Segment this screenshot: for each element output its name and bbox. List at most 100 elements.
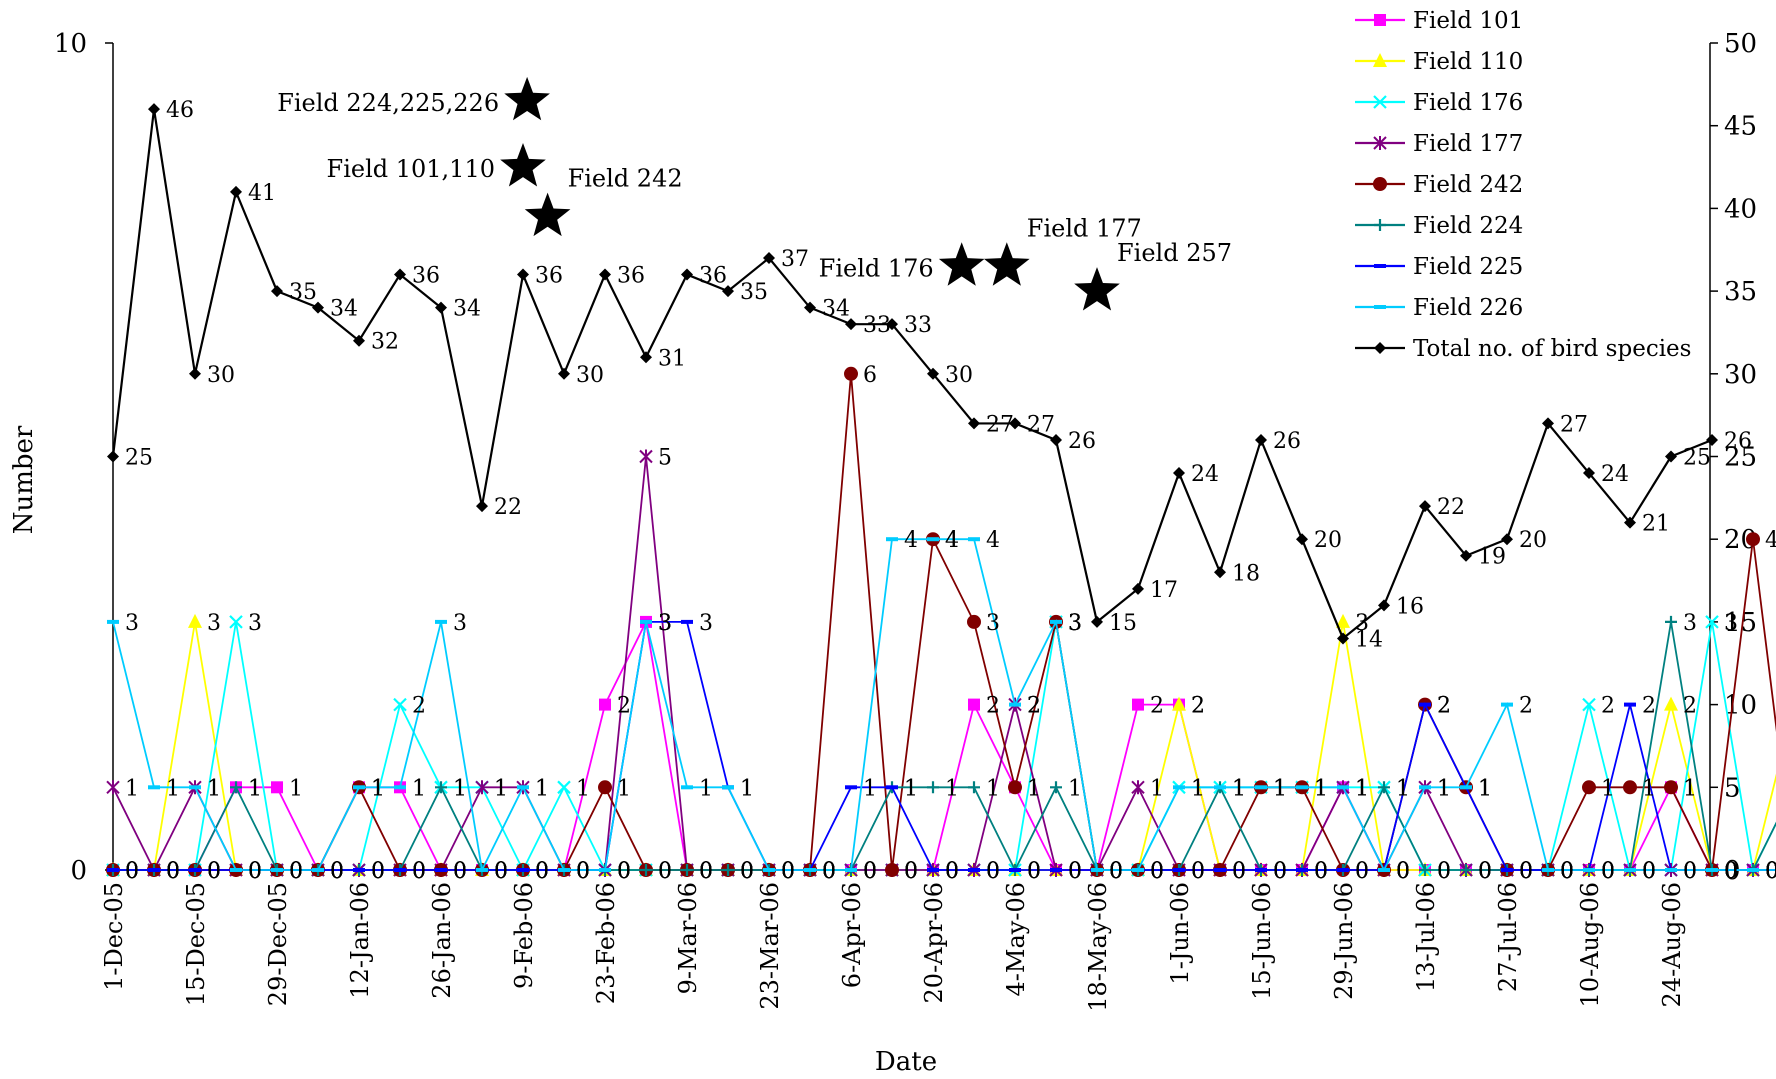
marker <box>1501 533 1513 546</box>
data-label: 0 <box>945 859 959 884</box>
data-label: 1 <box>1683 776 1697 801</box>
data-label: 0 <box>576 859 590 884</box>
data-label: 0 <box>1027 859 1041 884</box>
data-label: 2 <box>1191 694 1205 719</box>
series-field-242 <box>106 366 1776 877</box>
data-label: 1 <box>371 776 385 801</box>
data-label: 0 <box>535 859 549 884</box>
data-label: 1 <box>740 776 754 801</box>
data-label: 0 <box>166 859 180 884</box>
data-label: 1 <box>1396 776 1410 801</box>
marker <box>230 185 242 198</box>
data-label: 0 <box>617 859 631 884</box>
x-tick-label: 29-Dec-05 <box>264 882 292 1006</box>
data-label: 1 <box>740 776 754 801</box>
data-label: 0 <box>125 859 139 884</box>
data-label: 0 <box>576 859 590 884</box>
data-label: 1 <box>1437 776 1451 801</box>
marker <box>1378 868 1390 872</box>
data-label: 0 <box>1232 859 1246 884</box>
data-label: 2 <box>1027 694 1041 719</box>
data-label: 3 <box>1683 611 1697 636</box>
data-label: 0 <box>166 859 180 884</box>
data-label: 0 <box>740 859 754 884</box>
marker <box>640 619 652 624</box>
data-label: 0 <box>289 859 303 884</box>
data-label: 0 <box>248 859 262 884</box>
data-label: 0 <box>207 859 221 884</box>
marker <box>476 500 488 513</box>
data-label: 3 <box>1355 611 1369 636</box>
legend-item: Total no. of bird species <box>1355 336 1691 362</box>
series-field-226 <box>107 537 1776 873</box>
data-label: 1 <box>1601 776 1615 801</box>
marker <box>1378 781 1390 794</box>
data-label: 0 <box>1724 859 1738 884</box>
data-label: 0 <box>1519 859 1533 884</box>
data-label: 0 <box>1273 859 1287 884</box>
data-label: 1 <box>1478 776 1492 801</box>
data-label: 0 <box>986 859 1000 884</box>
data-label: 0 <box>986 859 1000 884</box>
marker <box>517 785 529 790</box>
marker <box>681 268 693 281</box>
marker <box>1173 785 1185 790</box>
marker <box>845 785 857 790</box>
data-label: 0 <box>1355 859 1369 884</box>
marker <box>1705 615 1719 629</box>
marker <box>599 868 611 872</box>
data-label: 1 <box>945 776 959 801</box>
data-label: 0 <box>1232 859 1246 884</box>
data-label: 0 <box>453 859 467 884</box>
data-label: 0 <box>1068 859 1082 884</box>
marker <box>968 417 980 430</box>
x-tick-label: 27-Jul-06 <box>1494 882 1522 992</box>
data-label: 0 <box>740 859 754 884</box>
data-label: 1 <box>617 776 631 801</box>
marker <box>1624 702 1636 707</box>
marker <box>968 698 980 711</box>
data-label: 3 <box>207 611 221 636</box>
star-marker <box>983 242 1030 286</box>
marker <box>393 697 407 712</box>
annotations: Field 224,225,226 Field 101,110 Field 242 F… <box>277 76 1232 311</box>
data-label: 0 <box>1109 859 1123 884</box>
marker <box>681 864 693 876</box>
data-label: 0 <box>1068 859 1082 884</box>
marker <box>557 780 571 795</box>
data-label: 0 <box>289 859 303 884</box>
data-label: 0 <box>1724 859 1738 884</box>
data-label: 0 <box>863 859 877 884</box>
marker <box>1746 532 1760 547</box>
series-field-177 <box>106 449 1776 877</box>
marker <box>107 868 119 872</box>
data-label: 0 <box>535 859 549 884</box>
data-label: 0 <box>1683 859 1697 884</box>
data-label: 1 <box>1191 776 1205 801</box>
data-label: 0 <box>1560 859 1574 884</box>
data-label: 0 <box>166 859 180 884</box>
marker <box>886 785 898 790</box>
data-label: 0 <box>1150 859 1164 884</box>
data-label: 0 <box>289 859 303 884</box>
marker <box>271 781 283 794</box>
marker <box>599 268 611 281</box>
data-label: 1 <box>1273 776 1287 801</box>
marker <box>188 613 202 628</box>
data-label: 0 <box>1642 859 1656 884</box>
data-label: 2 <box>1642 694 1656 719</box>
data-label: 0 <box>822 859 836 884</box>
marker <box>722 785 734 790</box>
data-label: 0 <box>1724 859 1738 884</box>
marker <box>394 268 406 281</box>
data-label: 0 <box>1724 859 1738 884</box>
data-label: 30 <box>945 363 973 388</box>
data-label: 3 <box>453 611 467 636</box>
data-label: 4 <box>904 528 918 553</box>
marker <box>640 351 652 364</box>
marker <box>722 864 734 876</box>
marker <box>804 301 816 314</box>
data-label: 0 <box>1478 859 1492 884</box>
data-label: 0 <box>699 859 713 884</box>
